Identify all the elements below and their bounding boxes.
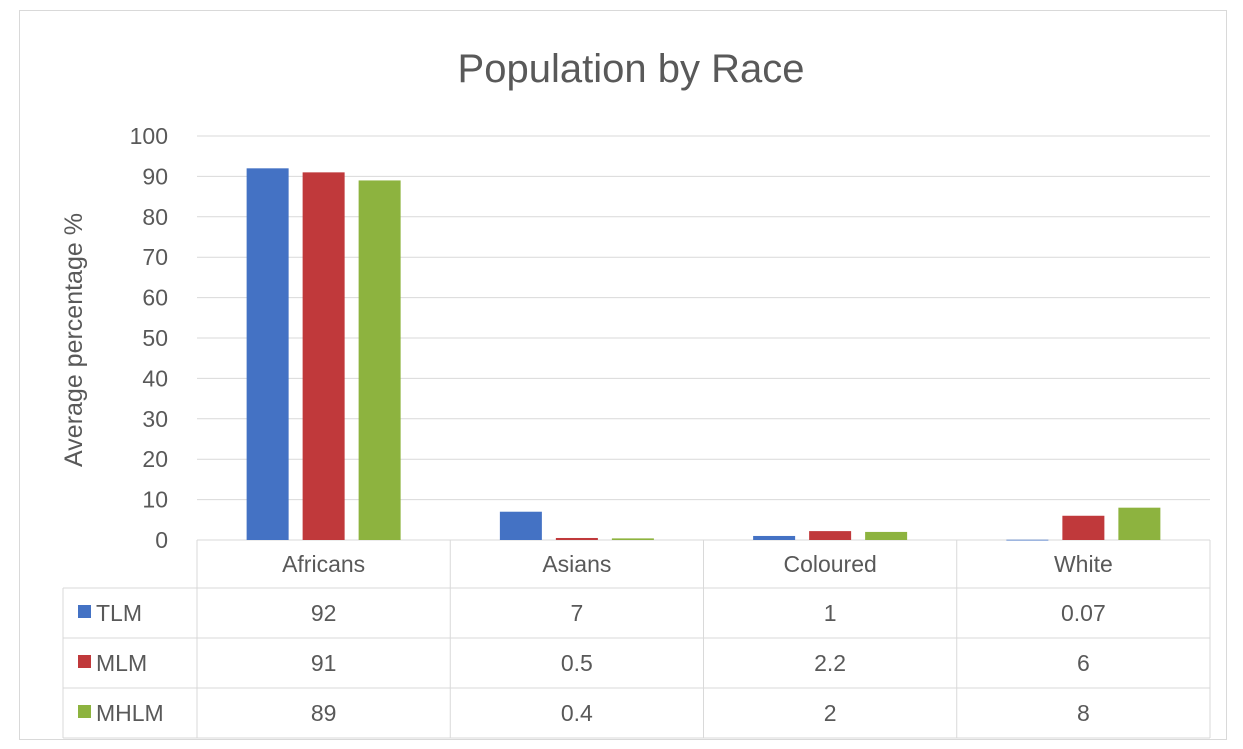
data-label: 0.4 <box>561 700 593 726</box>
bar-tlm-africans <box>246 168 289 540</box>
y-tick-label: 80 <box>142 204 168 230</box>
legend-key-mhlm <box>78 705 91 718</box>
bar-tlm-white <box>1006 539 1049 541</box>
gridlines <box>197 135 1210 541</box>
y-axis-ticks: 0 10 20 30 40 50 60 70 80 90 100 <box>130 123 168 553</box>
bar-mhlm-africans <box>358 180 401 540</box>
y-tick-label: 0 <box>155 527 168 553</box>
data-label: 89 <box>311 700 337 726</box>
legend-label: MLM <box>96 650 147 676</box>
y-tick-label: 40 <box>142 365 168 391</box>
y-tick-label: 10 <box>142 487 168 513</box>
x-category-label: Asians <box>542 551 611 577</box>
x-category-label: Coloured <box>783 551 876 577</box>
y-tick-label: 50 <box>142 325 168 351</box>
y-tick-label: 70 <box>142 244 168 270</box>
chart-frame <box>19 10 1227 740</box>
bar-tlm-asians <box>499 511 542 540</box>
legend-key-tlm <box>78 605 91 618</box>
bars <box>246 168 1161 541</box>
data-label: 2.2 <box>814 650 846 676</box>
bar-mhlm-white <box>1118 507 1161 540</box>
data-label: 0.07 <box>1061 600 1106 626</box>
bar-mlm-coloured <box>809 531 852 540</box>
legend-label: MHLM <box>96 700 164 726</box>
bar-mhlm-coloured <box>865 531 908 540</box>
data-label: 1 <box>824 600 837 626</box>
data-label: 0.5 <box>561 650 593 676</box>
y-tick-label: 30 <box>142 406 168 432</box>
y-tick-label: 60 <box>142 285 168 311</box>
bar-tlm-coloured <box>753 535 796 540</box>
bar-mlm-white <box>1062 515 1105 540</box>
chart-title: Population by Race <box>458 47 805 91</box>
y-tick-label: 20 <box>142 446 168 472</box>
y-tick-label: 90 <box>142 163 168 189</box>
y-axis-label: Average percentage % <box>60 213 88 467</box>
x-category-label: White <box>1054 551 1113 577</box>
x-category-label: Africans <box>282 551 365 577</box>
bar-mlm-africans <box>302 172 345 541</box>
data-label: 6 <box>1077 650 1090 676</box>
y-tick-label: 100 <box>130 123 168 149</box>
data-label: 7 <box>570 600 583 626</box>
legend-label: TLM <box>96 600 142 626</box>
bar-mlm-asians <box>555 537 598 540</box>
bar-mhlm-asians <box>611 538 654 540</box>
legend-key-mlm <box>78 655 91 668</box>
data-label: 91 <box>311 650 337 676</box>
data-label: 2 <box>824 700 837 726</box>
data-label: 8 <box>1077 700 1090 726</box>
data-table: Africans Asians Coloured White TLM 92 7 1 0.07 ML… <box>62 540 1211 739</box>
data-label: 92 <box>311 600 337 626</box>
